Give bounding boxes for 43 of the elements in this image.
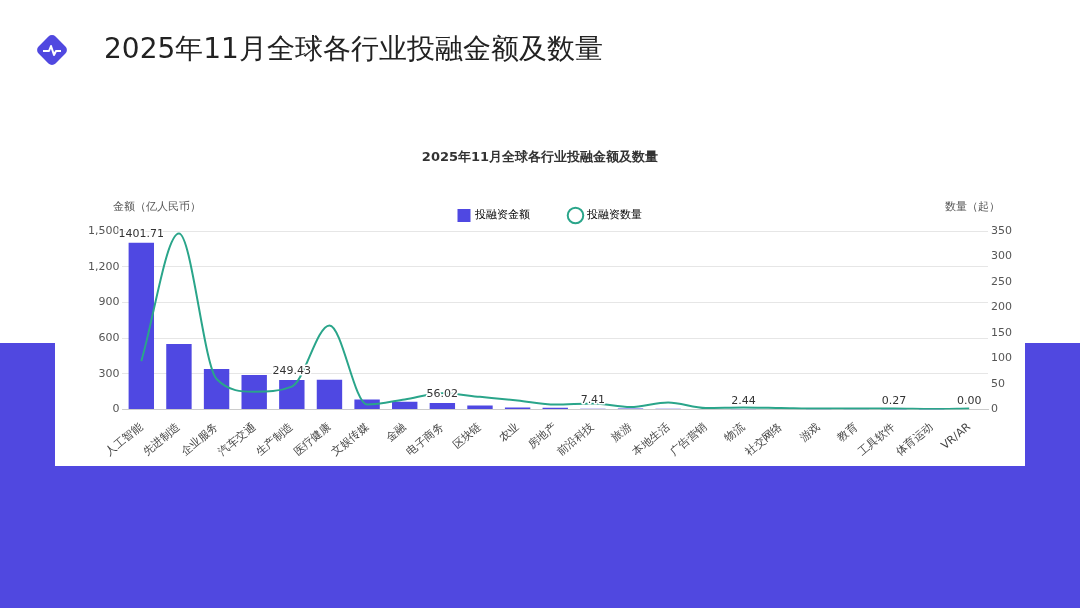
bar [241, 375, 267, 410]
x-tick-label: 农业 [496, 420, 522, 445]
bar [128, 242, 155, 410]
chart-subtitle: 2025年11月全球各行业投融金额及数量 [420, 148, 660, 166]
y2-tick-label: 150 [991, 325, 1012, 339]
x-tick-label: 体育运动 [893, 420, 936, 459]
x-tick-label: 金融 [383, 420, 409, 445]
y2-tick-label: 200 [991, 300, 1012, 314]
data-label: 7.41 [580, 393, 606, 407]
y2-axis-title: 数量（起） [945, 200, 1000, 214]
y2-tick-label: 0 [991, 402, 998, 416]
x-tick-label: 物流 [721, 420, 748, 445]
x-tick-label: 教育 [834, 420, 861, 445]
data-label: 0.00 [956, 393, 982, 407]
y2-tick-label: 350 [991, 223, 1012, 237]
y-axis-title: 金额（亿人民币） [113, 200, 201, 214]
legend-label: 投融资数量 [585, 208, 642, 222]
x-tick-label: 区块链 [450, 420, 484, 452]
y2-tick-label: 100 [991, 351, 1012, 365]
y2-tick-label: 50 [991, 376, 1005, 390]
bar [429, 402, 456, 410]
bar [279, 379, 305, 410]
y-tick-label: 300 [98, 366, 120, 380]
data-label: 0.27 [881, 393, 907, 407]
y2-tick-label: 300 [991, 249, 1012, 263]
bar [467, 405, 493, 410]
chart-title: 2025年11月全球各行业投融金额及数量 [104, 31, 603, 67]
x-tick-label: 旅游 [609, 420, 635, 445]
data-label: 1401.71 [118, 227, 165, 241]
x-tick-label: 游戏 [797, 420, 823, 445]
bar [203, 369, 230, 410]
y-tick-label: 1,500 [87, 223, 120, 237]
legend-label: 投融资金额 [474, 208, 530, 222]
y-tick-label: 0 [112, 402, 120, 416]
bar [392, 401, 418, 410]
bar [166, 344, 192, 410]
y-tick-label: 900 [98, 295, 120, 309]
data-label: 2.44 [731, 393, 756, 407]
bar [316, 379, 343, 410]
y-tick-label: 600 [98, 331, 120, 345]
y2-tick-label: 250 [991, 274, 1012, 288]
x-tick-label: 前沿科技 [554, 420, 597, 459]
y-tick-label: 1,200 [87, 259, 120, 273]
